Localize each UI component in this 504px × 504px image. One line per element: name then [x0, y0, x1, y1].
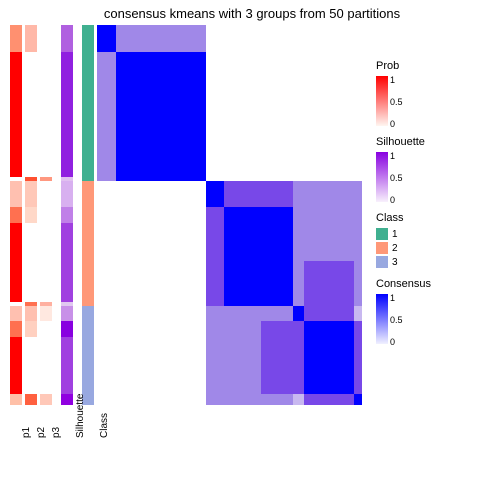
annot-col-p2 — [25, 25, 37, 405]
annot-col-p1 — [10, 25, 22, 405]
legend-panel: Prob10.50 Silhouette10.50 Class123 Consensu… — [376, 60, 496, 354]
annot-label-p3: p3 — [51, 427, 62, 438]
annot-label-class: Class — [99, 413, 110, 438]
annot-label-silhouette: Silhouette — [75, 394, 86, 438]
consensus-heatmap — [97, 25, 362, 405]
legend-silhouette: Silhouette10.50 — [376, 136, 496, 202]
annot-label-p2: p2 — [36, 427, 47, 438]
annot-label-p1: p1 — [21, 427, 32, 438]
page-title: consensus kmeans with 3 groups from 50 p… — [0, 6, 504, 21]
annotation-panel — [10, 25, 94, 405]
legend-consensus: Consensus10.50 — [376, 278, 496, 344]
legend-prob: Prob10.50 — [376, 60, 496, 126]
legend-class: Class123 — [376, 212, 496, 268]
annot-col-silhouette — [61, 25, 73, 405]
annot-col-p3 — [40, 25, 52, 405]
annot-col-class — [82, 25, 94, 405]
